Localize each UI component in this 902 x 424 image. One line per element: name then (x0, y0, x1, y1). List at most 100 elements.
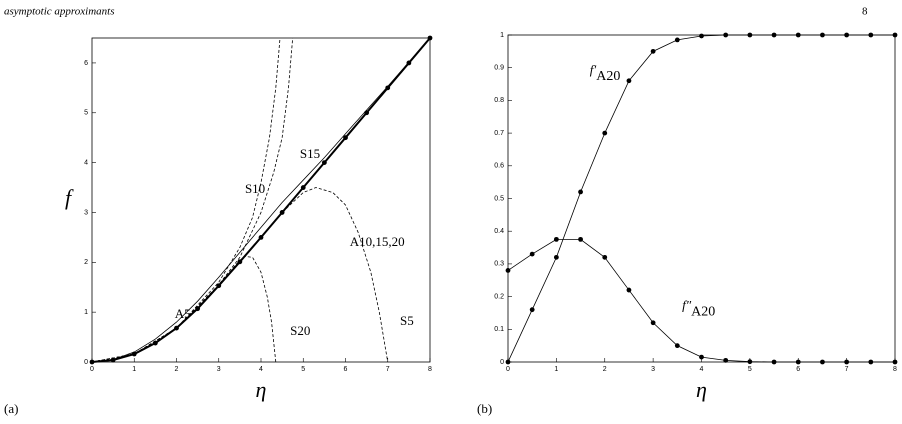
marker (747, 32, 753, 38)
x-tick-label: 5 (301, 366, 305, 373)
x-tick-label: 1 (554, 366, 558, 373)
marker (795, 359, 801, 365)
x-tick-label: 2 (603, 366, 607, 373)
annotation-text: S10 (245, 181, 265, 196)
x-tick-label: 6 (796, 366, 800, 373)
annotation: S20 (290, 323, 310, 338)
y-tick-label: 0.1 (494, 326, 504, 333)
annotation: A10,15,20 (350, 234, 405, 249)
x-tick-label: 0 (506, 366, 510, 373)
x-tick-label: 1 (132, 366, 136, 373)
marker (602, 130, 608, 136)
y-tick-label: 0.5 (494, 195, 504, 202)
y-tick-label: 1 (500, 32, 504, 39)
y-tick-label: 0.8 (494, 97, 504, 104)
running-head: asymptotic approximants (4, 6, 115, 18)
y-tick-label: 3 (84, 209, 88, 216)
x-tick-label: 6 (344, 366, 348, 373)
y-tick-label: 0.9 (494, 65, 504, 72)
y-axis-label: f (65, 185, 74, 210)
marker (578, 189, 583, 195)
marker (553, 254, 559, 260)
annotation-subscript: A20 (596, 69, 620, 84)
x-tick-label: 8 (893, 366, 897, 373)
x-tick-label: 4 (259, 366, 263, 373)
marker (529, 251, 535, 257)
y-tick-label: 4 (84, 159, 88, 166)
y-tick-label: 5 (84, 110, 88, 117)
x-tick-label: 0 (90, 366, 94, 373)
marker (578, 236, 583, 242)
annotation: S5 (400, 313, 414, 328)
marker (553, 236, 559, 242)
marker (626, 287, 632, 293)
y-tick-label: 0 (84, 359, 88, 366)
marker (321, 160, 327, 166)
annotation-subscript: A20 (691, 305, 715, 320)
y-tick-label: 0.6 (494, 163, 504, 170)
marker (505, 268, 511, 273)
marker (699, 33, 704, 39)
x-tick-label: 3 (217, 366, 221, 373)
page-number: 8 (862, 6, 868, 18)
annotation-text: S5 (400, 313, 414, 328)
annotation-text: S20 (290, 323, 310, 338)
marker (844, 32, 850, 38)
marker (723, 32, 729, 38)
annotation-text: A10,15,20 (350, 234, 405, 249)
marker (844, 359, 850, 365)
curve (507, 238, 895, 363)
annotation-text: f′ (590, 62, 597, 77)
marker (820, 32, 825, 38)
y-tick-label: 2 (84, 259, 88, 266)
y-tick-label: 0.3 (494, 261, 504, 268)
y-tick-label: 0 (500, 359, 504, 366)
marker (650, 320, 656, 326)
y-tick-label: 6 (84, 60, 88, 67)
curve (91, 37, 431, 363)
marker (771, 32, 777, 38)
annotation: A5 (175, 306, 191, 321)
annotation: S10 (245, 181, 265, 196)
marker (868, 32, 874, 38)
marker (868, 359, 874, 365)
marker (364, 110, 370, 116)
x-tick-label: 3 (651, 366, 655, 373)
marker (723, 357, 729, 363)
marker (747, 359, 753, 365)
y-tick-label: 0.7 (494, 130, 504, 137)
marker (771, 359, 777, 365)
x-axis-label: η (696, 377, 707, 402)
annotation-text: S15 (300, 146, 320, 161)
x-tick-label: 7 (845, 366, 849, 373)
y-tick-label: 1 (84, 309, 88, 316)
marker (795, 32, 801, 38)
y-tick-label: 0.4 (494, 228, 504, 235)
marker (892, 32, 898, 38)
marker (529, 307, 535, 313)
x-axis-label: η (256, 377, 267, 402)
marker (674, 343, 680, 349)
marker (892, 359, 898, 365)
x-tick-label: 7 (386, 366, 390, 373)
annotation: f′A20 (590, 62, 621, 84)
marker (602, 254, 608, 260)
marker (300, 185, 306, 190)
annotation: S15 (300, 146, 320, 161)
marker (385, 85, 391, 91)
x-tick-label: 4 (700, 366, 704, 373)
x-tick-label: 8 (428, 366, 432, 373)
panel-label: (a) (4, 401, 18, 416)
marker (626, 78, 632, 84)
panel-label: (b) (477, 401, 492, 416)
marker (820, 359, 825, 365)
x-tick-label: 2 (175, 366, 179, 373)
marker (650, 48, 656, 54)
marker (505, 359, 511, 365)
curve (91, 187, 389, 363)
annotation-text: f″ (682, 297, 692, 312)
marker (699, 354, 704, 360)
marker (343, 135, 348, 141)
